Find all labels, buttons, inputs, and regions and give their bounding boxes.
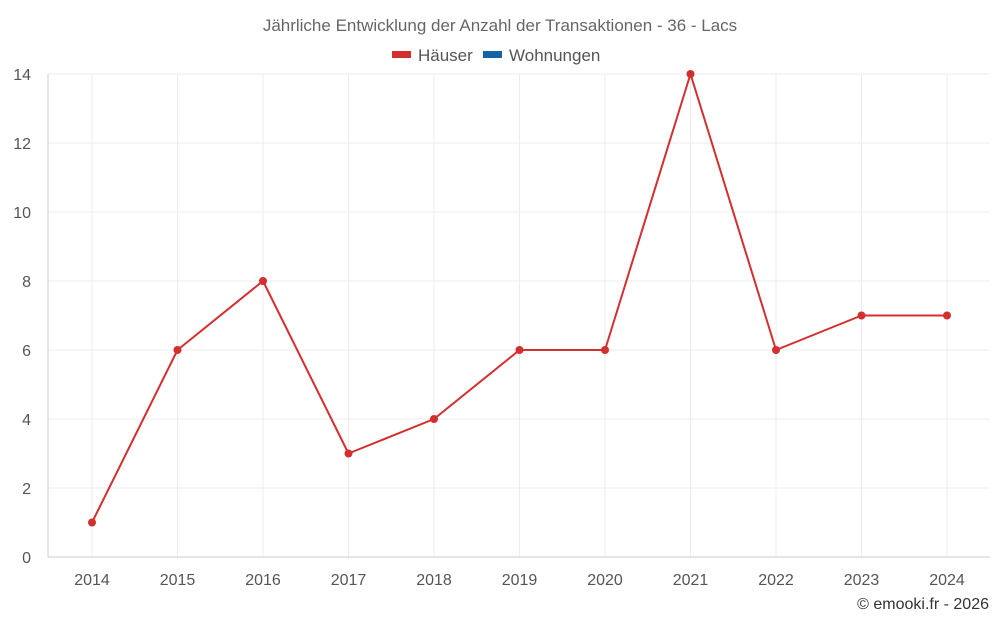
x-tick-label: 2023 xyxy=(844,572,880,589)
x-tick-label: 2018 xyxy=(416,572,452,589)
chart-series xyxy=(88,70,951,527)
chart-credit: © emooki.fr - 2026 xyxy=(857,596,989,613)
chart-title: Jährliche Entwicklung der Anzahl der Tra… xyxy=(263,16,737,35)
data-point[interactable] xyxy=(857,311,866,320)
x-tick-label: 2014 xyxy=(74,572,110,589)
x-tick-label: 2017 xyxy=(331,572,367,589)
data-point[interactable] xyxy=(772,346,780,354)
y-tick-label: 4 xyxy=(22,412,31,429)
x-tick-label: 2015 xyxy=(160,572,196,589)
y-tick-label: 10 xyxy=(13,205,31,222)
data-point[interactable] xyxy=(259,277,267,285)
data-point[interactable] xyxy=(88,518,96,527)
x-tick-label: 2022 xyxy=(758,572,794,589)
legend-swatch xyxy=(392,51,411,58)
chart-grid xyxy=(47,73,990,558)
data-point[interactable] xyxy=(515,346,524,354)
y-tick-label: 0 xyxy=(22,550,31,567)
x-tick-label: 2020 xyxy=(587,572,623,589)
x-tick-label: 2019 xyxy=(502,572,538,589)
y-tick-label: 8 xyxy=(22,274,31,291)
data-point[interactable] xyxy=(686,70,695,78)
chart-legend: Häuser Wohnungen xyxy=(392,46,600,65)
data-point[interactable] xyxy=(173,346,182,354)
data-point[interactable] xyxy=(430,415,438,423)
data-point[interactable] xyxy=(344,449,353,458)
y-tick-label: 2 xyxy=(22,481,31,498)
y-axis: 0 2 4 6 8 10 12 14 xyxy=(13,67,31,567)
data-point[interactable] xyxy=(943,311,951,320)
legend-swatch xyxy=(483,51,502,58)
x-axis: 2014 2015 2016 2017 2018 2019 2020 2021 2022 2023… xyxy=(74,572,965,589)
legend-entry[interactable]: Wohnungen xyxy=(509,46,600,65)
y-tick-label: 14 xyxy=(13,67,31,84)
data-point[interactable] xyxy=(601,346,609,354)
x-tick-label: 2016 xyxy=(245,572,281,589)
y-tick-label: 12 xyxy=(13,136,31,153)
y-tick-label: 6 xyxy=(22,343,31,360)
x-tick-label: 2021 xyxy=(673,572,709,589)
legend-entry[interactable]: Häuser xyxy=(418,46,473,65)
x-tick-label: 2024 xyxy=(929,572,965,589)
